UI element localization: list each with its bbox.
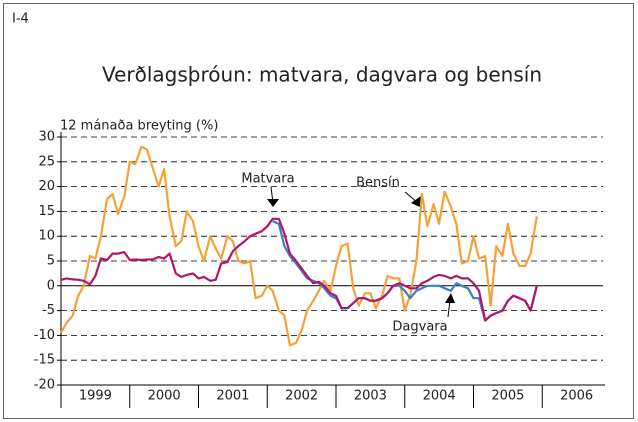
y-axis-label: 12 mánaða breyting (%) (60, 119, 218, 134)
y-tick-label: -15 (34, 353, 55, 368)
x-tick-label: 2000 (148, 389, 181, 404)
x-tick-label: 2006 (560, 389, 593, 404)
annotation: Matvara (241, 172, 294, 187)
x-tick-label: 2001 (216, 389, 249, 404)
y-tick-label: 10 (38, 229, 55, 244)
y-tick-label: -20 (34, 378, 55, 393)
y-tick-label: -10 (34, 328, 55, 343)
chart-title: Verðlagsþróun: matvara, dagvara og bensí… (102, 63, 542, 87)
y-tick-label: 30 (38, 130, 55, 145)
frame (3, 3, 634, 419)
arrows (267, 186, 455, 318)
x-tick-label: 2003 (354, 389, 387, 404)
y-tick-label: -5 (42, 303, 55, 318)
figure-label: I-4 (12, 12, 29, 27)
y-tick-label: 20 (38, 179, 55, 194)
annotation: Bensín (356, 176, 400, 191)
line-0 (60, 145, 538, 347)
y-tick-label: 25 (38, 154, 55, 169)
y-tick-label: 15 (38, 204, 55, 219)
x-tick-label: 1999 (79, 389, 112, 404)
annotation: Dagvara (392, 320, 447, 335)
y-tick-label: 0 (47, 278, 55, 293)
y-tick-label: 5 (47, 254, 55, 269)
x-tick-label: 2002 (285, 389, 318, 404)
x-tick-label: 2005 (491, 389, 524, 404)
x-tick-label: 2004 (423, 389, 456, 404)
line-2 (60, 217, 538, 322)
